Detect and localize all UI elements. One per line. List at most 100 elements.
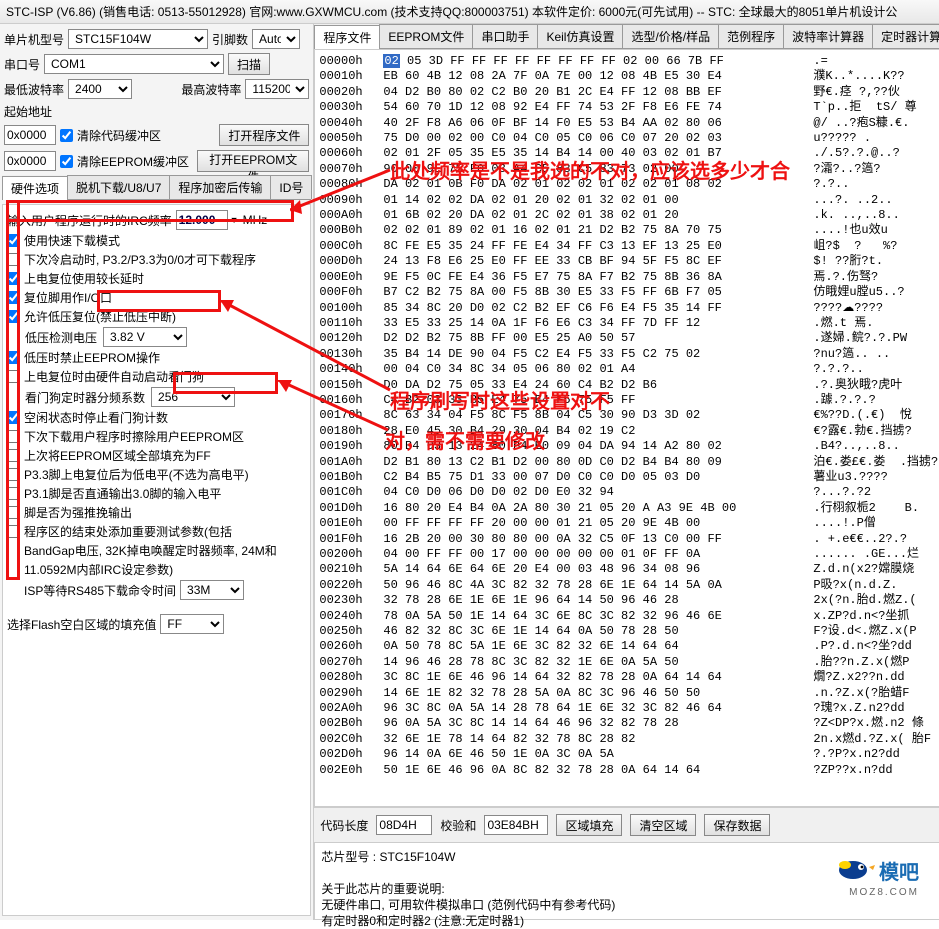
clear-eeprom-check[interactable]: [60, 155, 73, 168]
open-eeprom-button[interactable]: 打开EEPROM文件: [197, 150, 309, 172]
mcu-label: 单片机型号: [4, 31, 64, 48]
clear-button[interactable]: 清空区域: [630, 814, 696, 836]
info3: 有定时器0和定时器2 (注意:无定时器1): [321, 914, 524, 928]
tab-id[interactable]: ID号: [270, 175, 312, 199]
fill-ff-check[interactable]: [7, 449, 20, 462]
test-params-check[interactable]: [7, 525, 20, 538]
hw-wdt-label: 上电复位时由硬件自动启动看门狗: [24, 368, 204, 385]
mcu-select[interactable]: STC15F104W: [68, 29, 208, 49]
fill-ff-label: 上次将EEPROM区域全部填充为FF: [24, 447, 211, 464]
reset-delay-label: 上电复位使用较长延时: [24, 270, 144, 287]
fast-dl-check[interactable]: [7, 234, 20, 247]
reset-io-label: 复位脚用作I/O口: [24, 289, 112, 306]
options-area: 输入用户程序运行时的IRC频率 ▼ MHz 使用快速下载模式 下次冷启动时, P…: [2, 204, 311, 916]
tab-hardware[interactable]: 硬件选项: [2, 176, 68, 200]
right-tabs: 程序文件 EEPROM文件 串口助手 Keil仿真设置 选型/价格/样品 范例程…: [314, 24, 939, 49]
port-select[interactable]: COM1: [44, 54, 224, 74]
save-button[interactable]: 保存数据: [704, 814, 770, 836]
open-code-button[interactable]: 打开程序文件: [219, 124, 309, 146]
port-label: 串口号: [4, 56, 40, 73]
reset-io-check[interactable]: [7, 291, 20, 304]
scan-button[interactable]: 扫描: [228, 53, 270, 75]
baud-max-select[interactable]: 115200: [245, 79, 309, 99]
idle-wdt-label: 空闲状态时停止看门狗计数: [24, 409, 168, 426]
checksum-label: 校验和: [440, 817, 476, 834]
lv-eeprom-check[interactable]: [7, 351, 20, 364]
logo-url: MOZ8.COM: [849, 887, 919, 898]
annotation1: 此处频率是不是我选的不对，应该选多少才合: [390, 155, 790, 184]
lv-eeprom-label: 低压时禁止EEPROM操作: [24, 349, 160, 366]
pin-label: 引脚数: [212, 31, 248, 48]
rs485-label: ISP等待RS485下载命令时间: [24, 582, 176, 599]
baud-min-label: 最低波特率: [4, 81, 64, 98]
logo: 模吧: [835, 855, 919, 885]
clear-eeprom-label: 清除EEPROM缓冲区: [77, 153, 189, 170]
test-params-label2: BandGap电压, 32K掉电唤醒定时器频率, 24M和: [24, 542, 277, 559]
irc-dropdown-icon[interactable]: ▼: [230, 215, 239, 225]
tab-timer[interactable]: 定时器计算器: [872, 24, 939, 48]
tab-eeprom-file[interactable]: EEPROM文件: [379, 24, 473, 48]
p33-reset-check[interactable]: [7, 468, 20, 481]
clear-code-label: 清除代码缓冲区: [77, 127, 161, 144]
tab-example[interactable]: 范例程序: [718, 24, 784, 48]
tab-baud[interactable]: 波特率计算器: [783, 24, 873, 48]
title-bar: STC-ISP (V6.86) (销售电话: 0513-55012928) 官网…: [0, 0, 939, 24]
addr2-input[interactable]: [4, 151, 56, 171]
cold-boot-check[interactable]: [7, 253, 20, 266]
wdt-div-label: 看门狗定时器分频系数: [25, 389, 145, 406]
reset-delay-check[interactable]: [7, 272, 20, 285]
left-panel: 单片机型号 STC15F104W 引脚数 Auto 串口号 COM1 扫描 最低…: [0, 24, 314, 920]
pin-select[interactable]: Auto: [252, 29, 300, 49]
p31-out-label: P3.1脚是否直通输出3.0脚的输入电平: [24, 485, 221, 502]
push-out-label: 脚是否为强推挽输出: [24, 504, 132, 521]
logo-text: 模吧: [879, 856, 919, 885]
irc-label: 输入用户程序运行时的IRC频率: [7, 212, 172, 229]
info1: 关于此芯片的重要说明:: [321, 882, 444, 896]
startaddr-label: 起始地址: [4, 103, 52, 120]
hw-wdt-check[interactable]: [7, 370, 20, 383]
lv-reset-label: 允许低压复位(禁止低压中断): [24, 308, 176, 325]
clear-code-check[interactable]: [60, 129, 73, 142]
annotation3: 对，需不需要修改: [385, 425, 545, 454]
p33-reset-label: P3.3脚上电复位后为低电平(不选为高电平): [24, 466, 249, 483]
irc-input[interactable]: [176, 210, 228, 230]
left-tabs: 硬件选项 脱机下载/U8/U7 程序加密后传输 ID号: [2, 175, 311, 200]
lv-detect-select[interactable]: 3.82 V: [103, 327, 187, 347]
erase-eeprom-label: 下次下载用户程序时擦除用户EEPROM区: [24, 428, 244, 445]
tab-code[interactable]: 程序文件: [314, 25, 380, 49]
flash-fill-select[interactable]: FF: [160, 614, 224, 634]
baud-min-select[interactable]: 2400: [68, 79, 132, 99]
lv-reset-check[interactable]: [7, 310, 20, 323]
wdt-div-select[interactable]: 256: [151, 387, 235, 407]
tab-price[interactable]: 选型/价格/样品: [622, 24, 719, 48]
info2: 无硬件串口, 可用软件模拟串口 (范例代码中有参考代码): [321, 898, 615, 912]
irc-unit: MHz: [243, 213, 268, 227]
test-params-label: 程序区的结束处添加重要测试参数(包括: [24, 523, 232, 540]
cold-boot-label: 下次冷启动时, P3.2/P3.3为0/0才可下载程序: [24, 251, 256, 268]
chip-label: 芯片型号: [321, 850, 369, 864]
annotation2: 程序刷写时这些设置对不: [390, 385, 610, 414]
title-text: STC-ISP (V6.86) (销售电话: 0513-55012928) 官网…: [6, 5, 897, 19]
code-len-value: [376, 815, 432, 835]
idle-wdt-check[interactable]: [7, 411, 20, 424]
baud-max-label: 最高波特率: [181, 81, 241, 98]
chip-value: STC15F104W: [379, 850, 455, 864]
tab-keil[interactable]: Keil仿真设置: [537, 24, 623, 48]
flash-fill-label: 选择Flash空白区域的填充值: [7, 616, 156, 633]
p31-out-check[interactable]: [7, 487, 20, 500]
test-params-label3: 11.0592M内部IRC设定参数): [24, 561, 173, 578]
tab-offline[interactable]: 脱机下载/U8/U7: [67, 175, 170, 199]
logo-bird-icon: [835, 855, 875, 885]
rs485-select[interactable]: 33M: [180, 580, 244, 600]
erase-eeprom-check[interactable]: [7, 430, 20, 443]
push-out-check[interactable]: [7, 506, 20, 519]
tab-serial[interactable]: 串口助手: [472, 24, 538, 48]
lv-detect-label: 低压检测电压: [25, 329, 97, 346]
tab-encrypt[interactable]: 程序加密后传输: [169, 175, 271, 199]
addr1-input[interactable]: [4, 125, 56, 145]
fast-dl-label: 使用快速下载模式: [24, 232, 120, 249]
fill-button[interactable]: 区域填充: [556, 814, 622, 836]
checksum-value: [484, 815, 548, 835]
bottom-buttons: 代码长度 校验和 区域填充 清空区域 保存数据: [314, 807, 939, 842]
code-len-label: 代码长度: [320, 817, 368, 834]
